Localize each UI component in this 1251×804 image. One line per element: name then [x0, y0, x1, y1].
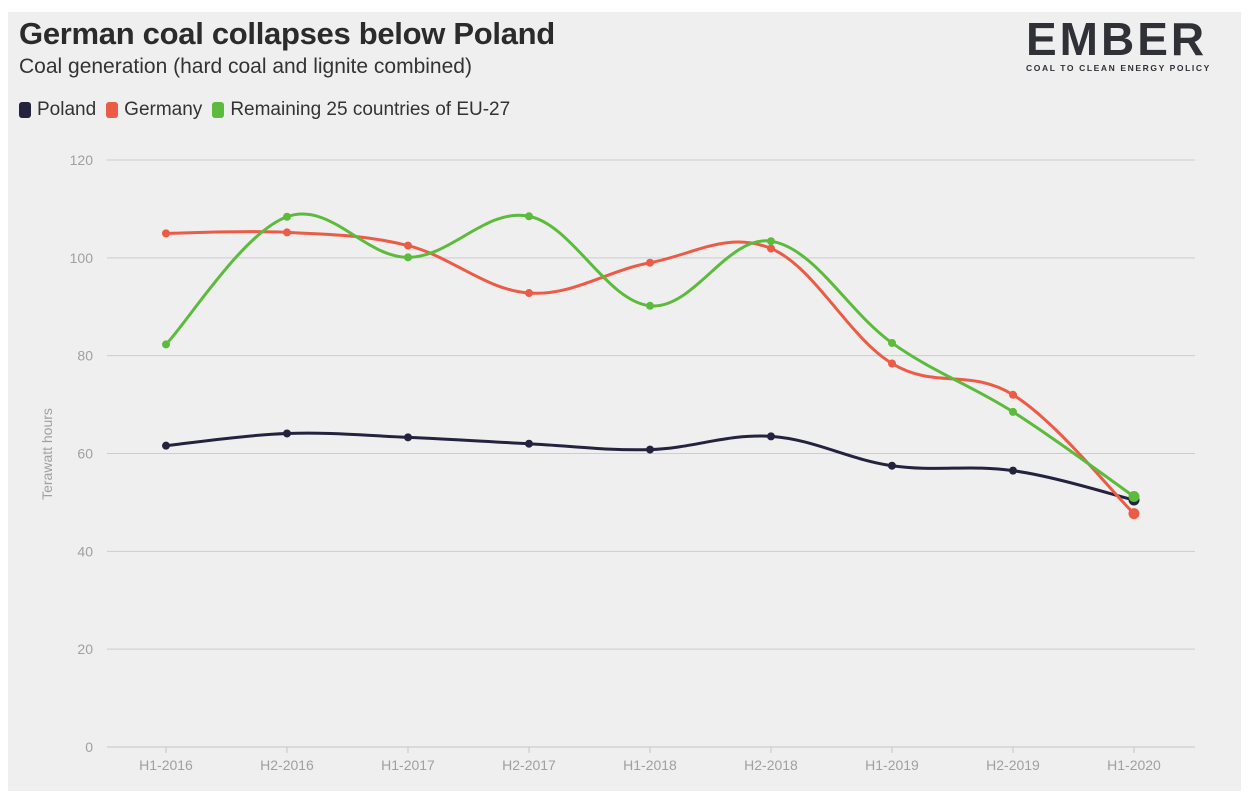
- data-point-remaining-eu-H2-2017: [525, 212, 533, 221]
- data-point-poland-H2-2019: [1009, 466, 1017, 475]
- data-point-remaining-eu-H1-2020: [1128, 491, 1140, 503]
- data-point-poland-H2-2016: [283, 429, 291, 438]
- legend-label-poland: Poland: [37, 99, 97, 120]
- chart-subtitle: Coal generation (hard coal and lignite c…: [19, 55, 472, 78]
- data-point-germany-H2-2018: [767, 244, 775, 253]
- chart-title: German coal collapses below Poland: [19, 16, 555, 51]
- x-tick-label-H1-2016: H1-2016: [139, 757, 193, 773]
- x-tick-label-H2-2017: H2-2017: [502, 757, 556, 773]
- data-point-germany-H2-2016: [283, 228, 291, 237]
- legend-swatch-poland: [19, 102, 31, 118]
- data-point-germany-H2-2019: [1009, 390, 1017, 399]
- data-point-remaining-eu-H2-2019: [1009, 407, 1017, 416]
- data-point-poland-H2-2018: [767, 432, 775, 441]
- y-tick-label-0: 0: [85, 739, 93, 755]
- data-point-poland-H1-2018: [646, 445, 654, 454]
- legend-item-germany[interactable]: Germany: [106, 99, 202, 121]
- data-point-germany-H1-2020: [1128, 508, 1140, 520]
- chart-card: [8, 12, 1241, 791]
- legend-item-poland[interactable]: Poland: [19, 99, 96, 121]
- data-point-poland-H2-2017: [525, 439, 533, 448]
- y-tick-label-100: 100: [70, 250, 94, 266]
- legend-item-remaining-eu[interactable]: Remaining 25 countries of EU-27: [212, 99, 510, 121]
- y-axis-label: Terawatt hours: [39, 408, 55, 500]
- data-point-remaining-eu-H1-2017: [404, 253, 412, 262]
- series-line-germany: [164, 230, 1136, 516]
- data-point-germany-H1-2017: [404, 241, 412, 250]
- data-point-poland-H1-2016: [162, 441, 170, 450]
- data-point-germany-H1-2018: [646, 258, 654, 267]
- x-tick-label-H1-2018: H1-2018: [623, 757, 677, 773]
- data-point-remaining-eu-H2-2016: [283, 212, 291, 221]
- x-tick-label-H1-2020: H1-2020: [1107, 757, 1161, 773]
- data-point-remaining-eu-H1-2019: [888, 338, 896, 347]
- data-point-remaining-eu-H1-2018: [646, 301, 654, 310]
- x-tick-label-H1-2019: H1-2019: [865, 757, 919, 773]
- y-tick-label-120: 120: [70, 152, 94, 168]
- x-tick-label-H2-2019: H2-2019: [986, 757, 1040, 773]
- x-tick-label-H2-2018: H2-2018: [744, 757, 798, 773]
- chart-legend: Poland Germany Remaining 25 countries of…: [19, 99, 520, 121]
- data-point-poland-H1-2017: [404, 433, 412, 442]
- data-point-remaining-eu-H2-2018: [767, 237, 775, 246]
- legend-label-germany: Germany: [124, 99, 203, 120]
- x-tick-label-H1-2017: H1-2017: [381, 757, 435, 773]
- y-tick-label-80: 80: [77, 348, 93, 364]
- y-tick-label-20: 20: [77, 641, 93, 657]
- data-point-germany-H2-2017: [525, 289, 533, 298]
- series-line-poland: [164, 431, 1136, 502]
- data-point-remaining-eu-H1-2016: [162, 340, 170, 349]
- logo-wordmark: EMBER: [1026, 13, 1208, 65]
- data-point-poland-H1-2019: [888, 461, 896, 470]
- legend-swatch-remaining-eu: [212, 102, 225, 118]
- data-point-germany-H1-2016: [162, 229, 170, 238]
- legend-swatch-germany: [106, 102, 119, 118]
- legend-label-remaining-eu: Remaining 25 countries of EU-27: [230, 99, 511, 120]
- data-point-germany-H1-2019: [888, 359, 896, 368]
- y-tick-label-60: 60: [77, 446, 93, 462]
- y-tick-label-40: 40: [77, 543, 93, 559]
- ember-logo: EMBER COAL TO CLEAN ENERGY POLICY: [1026, 14, 1212, 74]
- x-tick-label-H2-2016: H2-2016: [260, 757, 314, 773]
- logo-tagline: COAL TO CLEAN ENERGY POLICY: [1026, 63, 1211, 73]
